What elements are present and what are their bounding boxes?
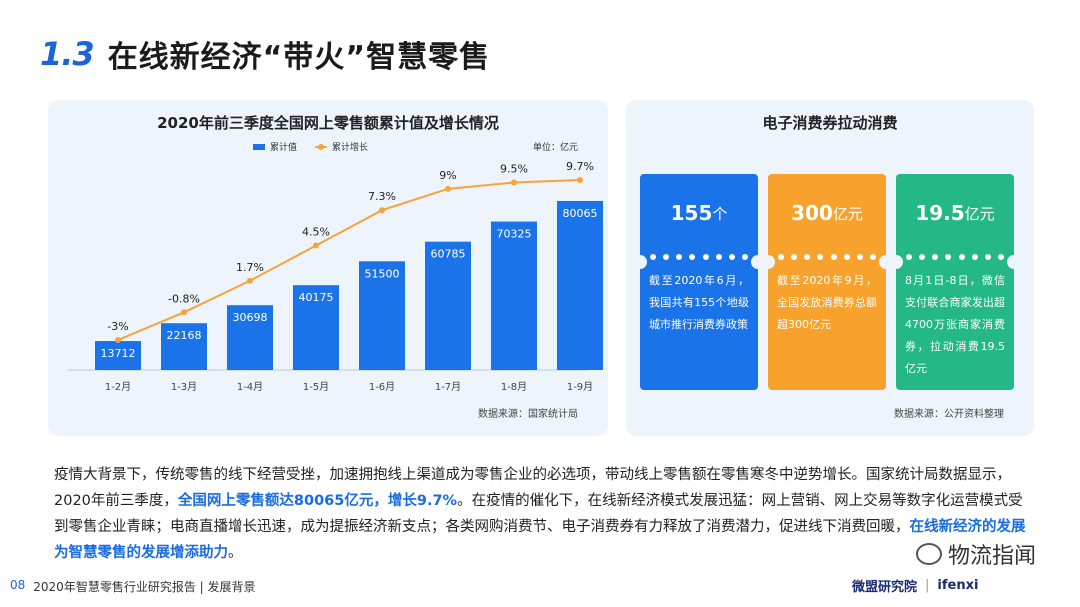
- legend-bar-swatch: [253, 143, 265, 150]
- growth-point: [181, 309, 187, 316]
- paragraph-text: 。在疫情的催化下，在线新经济模式发展迅猛：网上营销、网上交易等数字化运营模式受到…: [54, 493, 1023, 535]
- card-value: 19.5: [915, 201, 965, 225]
- bar: [491, 221, 537, 370]
- card-figure: 19.5 亿元: [896, 174, 1014, 252]
- card-perforation: [896, 252, 1014, 262]
- growth-label: 9.7%: [566, 160, 594, 173]
- x-tick-label: 1-3月: [171, 381, 197, 393]
- body-paragraph: 疫情大背景下，传统零售的线下经营受挫，加速拥抱线上渠道成为零售企业的必选项，带动…: [54, 462, 1034, 566]
- x-tick-label: 1-7月: [435, 381, 461, 393]
- legend-label: 累计值: [270, 143, 298, 153]
- bar: [161, 323, 207, 370]
- bar: [557, 200, 603, 370]
- growth-label: 9.5%: [500, 163, 528, 176]
- card-text: 截至2020年9月，全国发放消费券总额超300亿元: [777, 274, 877, 331]
- card-perforation: [768, 252, 886, 262]
- card-unit: 亿元: [964, 204, 995, 223]
- coupon-card: 300 亿元 截至2020年9月，全国发放消费券总额超300亿元: [768, 174, 886, 390]
- bar-value-label: 40175: [299, 291, 334, 304]
- card-figure: 155 个: [640, 174, 758, 252]
- growth-point: [247, 277, 253, 284]
- bar-value-label: 30698: [233, 311, 268, 324]
- legend-label: 累计增长: [332, 143, 369, 153]
- unit-label: 单位：亿元: [532, 143, 578, 153]
- brand-partner: ifenxi: [937, 578, 979, 593]
- growth-point: [511, 179, 517, 186]
- growth-point: [313, 242, 319, 249]
- card-unit: 个: [712, 204, 728, 223]
- card-figure: 300 亿元: [768, 174, 886, 252]
- x-tick-label: 1-4月: [237, 381, 263, 393]
- x-tick-label: 1-9月: [567, 381, 593, 393]
- watermark: 物流指闻: [916, 538, 1036, 570]
- brand-logo: 微盟研究院 | ifenxi: [852, 578, 979, 595]
- chart-source: 数据来源：国家统计局: [478, 409, 578, 420]
- coupon-cards: 155 个 截至2020年6月，我国共有155个地级城市推行消费券政策 300 亿元…: [640, 174, 1014, 390]
- bar: [359, 261, 405, 370]
- growth-point: [445, 185, 451, 192]
- growth-label: 7.3%: [368, 190, 396, 203]
- coupon-panel: 电子消费券拉动消费 155 个 截至2020年6月，我国共有155个地级城市推行消…: [626, 100, 1034, 436]
- page-number: 08: [10, 578, 26, 592]
- bar-value-label: 51500: [365, 267, 400, 280]
- bar-value-label: 70325: [497, 228, 532, 241]
- legend-line-swatch: [315, 143, 328, 150]
- section-number: 1.3: [40, 35, 95, 73]
- footer-text: 2020年智慧零售行业研究报告 | 发展背景: [33, 580, 256, 594]
- card-text: 8月1日-8日，微信支付联合商家发出超4700万张商家消费券，拉动消费19.5亿…: [905, 274, 1005, 375]
- legend-item-line: 累计增长: [315, 140, 368, 153]
- paragraph-text: 。: [228, 545, 243, 561]
- coupon-card: 155 个 截至2020年6月，我国共有155个地级城市推行消费券政策: [640, 174, 758, 390]
- paragraph-text: 疫情大背景下，传统零售的线下经营受挫，加速拥抱线上渠道成为零售企业的必选项，带动…: [54, 467, 1011, 509]
- coupon-panel-title: 电子消费券拉动消费: [762, 114, 898, 132]
- bar-value-label: 13712: [101, 347, 136, 360]
- growth-label: 1.7%: [236, 261, 264, 274]
- coupon-source: 数据来源：公开资料整理: [894, 409, 1004, 420]
- card-text: 截至2020年6月，我国共有155个地级城市推行消费券政策: [649, 274, 749, 331]
- growth-label: 4.5%: [302, 226, 330, 239]
- growth-line: [117, 179, 581, 341]
- x-tick-label: 1-2月: [105, 381, 131, 393]
- footer: 08 2020年智慧零售行业研究报告 | 发展背景: [10, 578, 256, 595]
- growth-point: [379, 207, 385, 214]
- x-tick-label: 1-6月: [369, 381, 395, 393]
- x-tick-label: 1-5月: [303, 381, 329, 393]
- wechat-icon: [916, 543, 942, 565]
- card-perforation: [640, 252, 758, 262]
- paragraph-highlight: 全国网上零售额达80065亿元，增长9.7%: [177, 493, 458, 509]
- card-value: 300: [791, 201, 833, 225]
- legend-item-bar: 累计值: [253, 140, 297, 153]
- bar: [293, 285, 339, 370]
- brand-name: 微盟研究院: [852, 580, 918, 595]
- chart-panel: 2020年前三季度全国网上零售额累计值及增长情况 累计值 累计增长 单位：亿元 …: [48, 100, 608, 436]
- bar: [95, 341, 141, 370]
- chart-legend: 累计值 累计增长: [253, 140, 368, 153]
- growth-label: -0.8%: [168, 292, 200, 305]
- coupon-card: 19.5 亿元 8月1日-8日，微信支付联合商家发出超4700万张商家消费券，拉动…: [896, 174, 1014, 390]
- watermark-text: 物流指闻: [948, 544, 1037, 569]
- growth-label: 9%: [439, 169, 456, 182]
- card-unit: 亿元: [832, 204, 863, 223]
- growth-label: -3%: [107, 320, 128, 333]
- growth-point: [115, 337, 121, 343]
- bar-line-chart: 13712 1-2月 22168 1-3月 30698 1-4月 40175 1-5月 5150…: [68, 160, 603, 393]
- bar-value-label: 22168: [167, 329, 202, 342]
- chart-title: 2020年前三季度全国网上零售额累计值及增长情况: [157, 114, 499, 132]
- paragraph-highlight: 在线新经济的发展为智慧零售的发展增添助力: [54, 519, 1026, 561]
- card-value: 155: [670, 201, 713, 225]
- growth-point: [577, 177, 583, 183]
- bar-value-label: 80065: [563, 207, 598, 220]
- page-title: 1.3 在线新经济“带火”智慧零售: [40, 30, 490, 78]
- bar: [425, 241, 471, 370]
- x-tick-label: 1-8月: [501, 381, 527, 393]
- bar: [227, 305, 273, 370]
- section-title: 在线新经济“带火”智慧零售: [107, 40, 491, 75]
- bar-value-label: 60785: [431, 248, 466, 261]
